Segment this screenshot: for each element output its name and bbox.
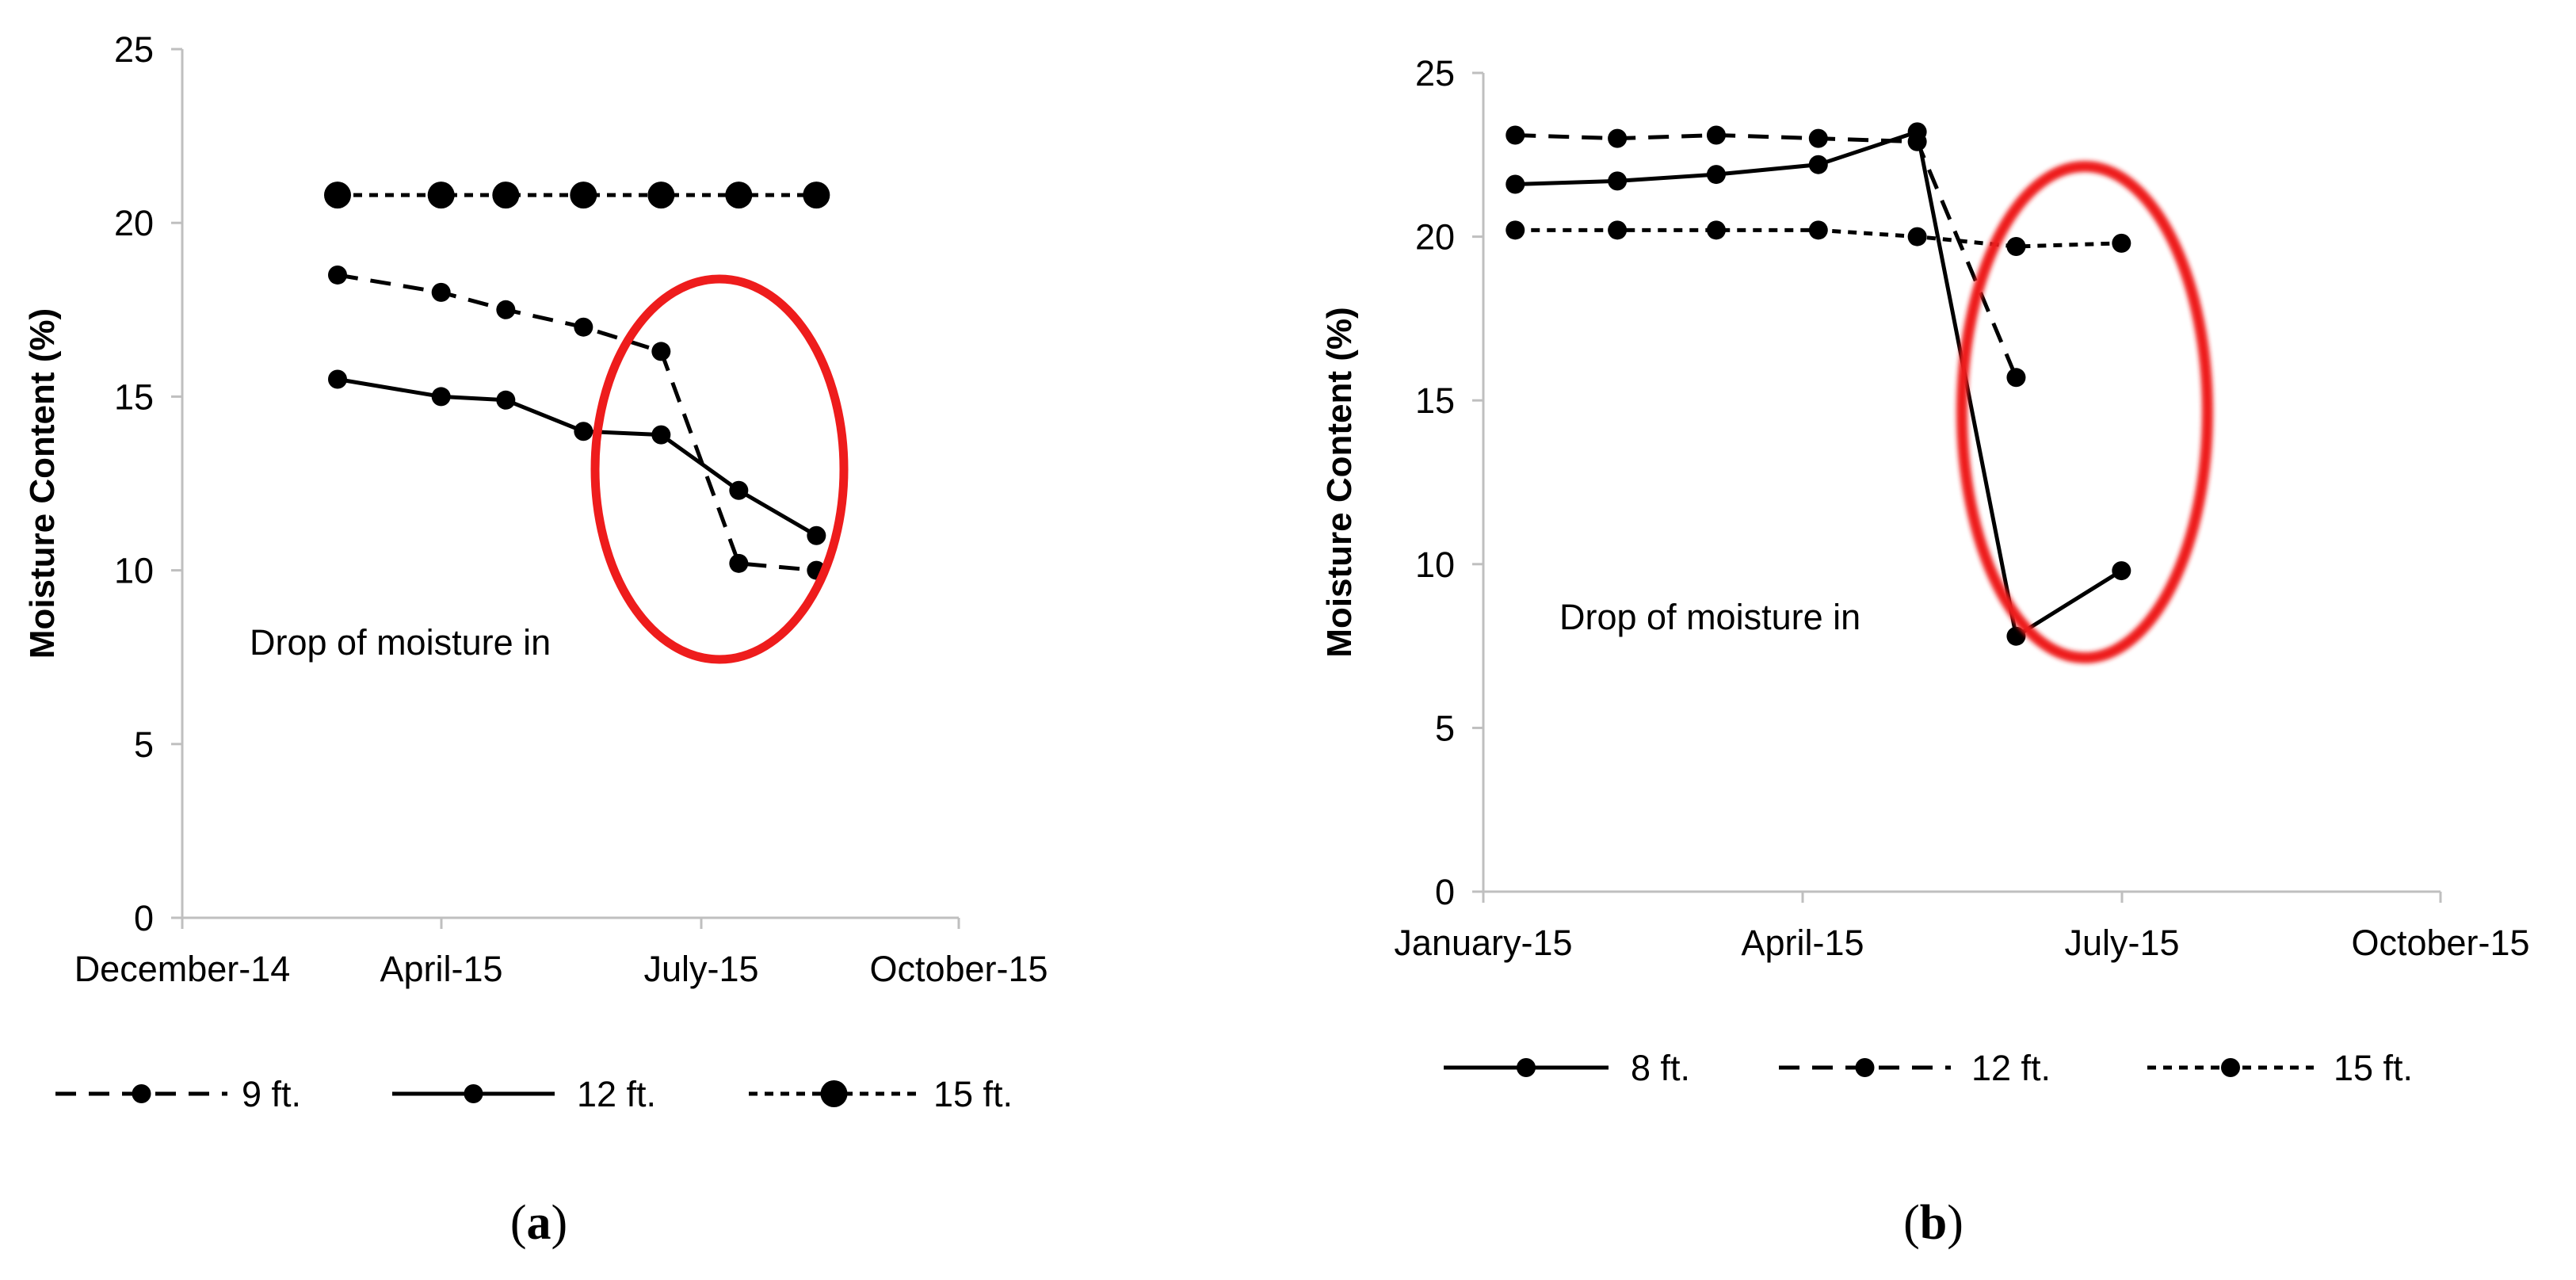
- chart-panel-b: 0 5 10 15 20 25 January-15 April-15 July-15 Octob…: [1320, 53, 2530, 1250]
- data-point: [574, 422, 593, 441]
- x-tick-label: January-15: [1394, 923, 1572, 963]
- data-point: [651, 342, 671, 361]
- data-point: [1907, 227, 1927, 246]
- x-tick-label: April-15: [1741, 923, 1864, 963]
- data-point: [807, 525, 826, 545]
- data-point: [1608, 171, 1628, 191]
- y-tick-label: 5: [134, 724, 154, 765]
- data-point: [324, 181, 351, 209]
- data-point: [1706, 125, 1726, 145]
- chart-panel-a: 0 5 10 15 20 25 December-14 April-15 July-15 Octo…: [23, 29, 1048, 1250]
- y-axis-label: Moisture Content (%): [23, 308, 62, 659]
- legend-label: 15 ft.: [2334, 1048, 2413, 1088]
- data-point: [1808, 155, 1828, 174]
- y-tick-label: 10: [114, 551, 154, 591]
- y-tick-label: 5: [1435, 708, 1455, 748]
- data-point: [2006, 236, 2026, 256]
- highlight-ellipse: [590, 274, 849, 664]
- legend-label: 8 ft.: [1631, 1048, 1690, 1088]
- data-point: [803, 181, 830, 209]
- caption-close: ): [1947, 1196, 1963, 1250]
- legend-label: 12 ft.: [577, 1074, 656, 1114]
- series-line-12ftft: [337, 377, 818, 537]
- data-point: [431, 282, 451, 302]
- legend-label: 15 ft.: [933, 1074, 1013, 1114]
- data-point: [1907, 132, 1927, 151]
- annotation-text: Drop of moisture in: [1559, 597, 1860, 637]
- data-point: [427, 181, 455, 209]
- legend-marker: [1517, 1058, 1536, 1077]
- data-point: [2006, 368, 2026, 388]
- data-point: [1506, 125, 1525, 145]
- data-point: [2006, 626, 2026, 646]
- y-tick-label: 25: [114, 29, 154, 70]
- annotation-text: Drop of moisture in: [250, 622, 551, 663]
- panel-caption: (a): [510, 1196, 567, 1250]
- y-tick-label: 20: [1415, 217, 1455, 258]
- panel-caption: (b): [1903, 1196, 1963, 1250]
- legend-marker: [2221, 1058, 2240, 1077]
- legend-marker: [820, 1080, 848, 1107]
- y-tick-label: 20: [114, 203, 154, 243]
- data-point: [1506, 220, 1525, 240]
- y-tick-label: 25: [1415, 53, 1455, 94]
- data-point: [1808, 220, 1828, 240]
- y-tick-label: 0: [1435, 872, 1455, 912]
- data-point: [574, 317, 593, 337]
- caption-close: ): [551, 1196, 568, 1250]
- data-point: [496, 390, 516, 410]
- data-point: [725, 181, 753, 209]
- data-point: [1608, 128, 1628, 148]
- legend-marker: [464, 1084, 483, 1103]
- data-point: [570, 181, 597, 209]
- series-line-12ftft: [1515, 133, 2018, 379]
- legend-label: 12 ft.: [1971, 1048, 2051, 1088]
- data-point: [1808, 128, 1828, 148]
- series-line-9ftft: [337, 273, 817, 573]
- data-point: [651, 425, 671, 445]
- highlight-ellipse: [1956, 161, 2213, 663]
- x-tick-label: July-15: [2064, 923, 2179, 963]
- caption-open: (: [1903, 1196, 1920, 1250]
- y-tick-label: 0: [134, 898, 154, 938]
- y-tick-label: 10: [1415, 544, 1455, 585]
- caption-letter: b: [1920, 1196, 1947, 1250]
- x-tick-label: December-14: [74, 949, 291, 989]
- data-point: [1706, 220, 1726, 240]
- data-point: [729, 480, 749, 500]
- legend-label: 9 ft.: [242, 1074, 301, 1114]
- data-point: [1706, 165, 1726, 185]
- caption-letter: a: [527, 1196, 551, 1250]
- data-point: [496, 300, 516, 319]
- data-point: [492, 181, 520, 209]
- series-line-8ftft: [1515, 129, 2123, 640]
- data-point: [647, 181, 675, 209]
- legend-marker: [132, 1084, 151, 1103]
- data-point: [2112, 561, 2131, 581]
- data-point: [1608, 220, 1628, 240]
- x-tick-label: July-15: [643, 949, 758, 989]
- data-point: [328, 369, 347, 389]
- data-point: [2112, 233, 2131, 253]
- x-tick-label: October-15: [2351, 923, 2529, 963]
- data-point: [1506, 174, 1525, 194]
- y-tick-label: 15: [1415, 380, 1455, 421]
- data-point: [729, 553, 749, 573]
- data-point: [431, 387, 451, 407]
- y-axis-label: Moisture Content (%): [1320, 307, 1359, 657]
- y-tick-label: 15: [114, 376, 154, 417]
- data-point: [328, 265, 347, 285]
- caption-open: (: [510, 1196, 527, 1250]
- legend-marker: [1855, 1058, 1875, 1077]
- x-tick-label: April-15: [380, 949, 502, 989]
- x-tick-label: October-15: [869, 949, 1048, 989]
